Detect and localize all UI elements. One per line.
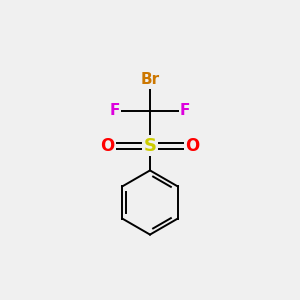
Text: S: S [143,136,157,154]
Text: O: O [185,136,200,154]
Text: O: O [100,136,115,154]
Text: F: F [110,103,120,118]
Text: F: F [180,103,190,118]
Text: Br: Br [140,73,160,88]
